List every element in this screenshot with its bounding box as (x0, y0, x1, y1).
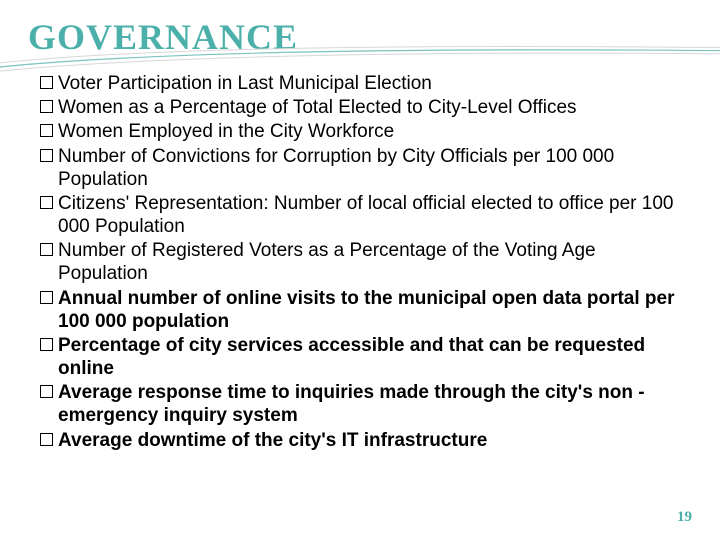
square-bullet-icon (40, 100, 53, 113)
slide-title: GOVERNANCE (28, 16, 692, 58)
list-item-text: Voter Participation in Last Municipal El… (58, 72, 432, 95)
list-item: Number of Registered Voters as a Percent… (40, 239, 688, 285)
list-item: Number of Convictions for Corruption by … (40, 145, 688, 191)
list-item: Women Employed in the City Workforce (40, 120, 688, 143)
list-item-text: Number of Convictions for Corruption by … (58, 145, 688, 191)
list-item-text: Women as a Percentage of Total Elected t… (58, 96, 577, 119)
square-bullet-icon (40, 385, 53, 398)
square-bullet-icon (40, 124, 53, 137)
list-item-text: Average downtime of the city's IT infras… (58, 429, 487, 452)
list-item: Women as a Percentage of Total Elected t… (40, 96, 688, 119)
list-item-text: Percentage of city services accessible a… (58, 334, 688, 380)
bullet-list: Voter Participation in Last Municipal El… (40, 72, 688, 452)
square-bullet-icon (40, 76, 53, 89)
list-item: Annual number of online visits to the mu… (40, 287, 688, 333)
list-item: Average response time to inquiries made … (40, 381, 688, 427)
square-bullet-icon (40, 433, 53, 446)
list-item-text: Number of Registered Voters as a Percent… (58, 239, 688, 285)
list-item-text: Citizens' Representation: Number of loca… (58, 192, 688, 238)
list-item: Average downtime of the city's IT infras… (40, 429, 688, 452)
square-bullet-icon (40, 338, 53, 351)
slide: GOVERNANCE Voter Participation in Last M… (0, 0, 720, 540)
square-bullet-icon (40, 196, 53, 209)
list-item-text: Average response time to inquiries made … (58, 381, 688, 427)
list-item: Percentage of city services accessible a… (40, 334, 688, 380)
square-bullet-icon (40, 149, 53, 162)
page-number: 19 (677, 509, 692, 526)
list-item: Citizens' Representation: Number of loca… (40, 192, 688, 238)
list-item: Voter Participation in Last Municipal El… (40, 72, 688, 95)
list-item-text: Annual number of online visits to the mu… (58, 287, 688, 333)
square-bullet-icon (40, 291, 53, 304)
square-bullet-icon (40, 243, 53, 256)
list-item-text: Women Employed in the City Workforce (58, 120, 394, 143)
